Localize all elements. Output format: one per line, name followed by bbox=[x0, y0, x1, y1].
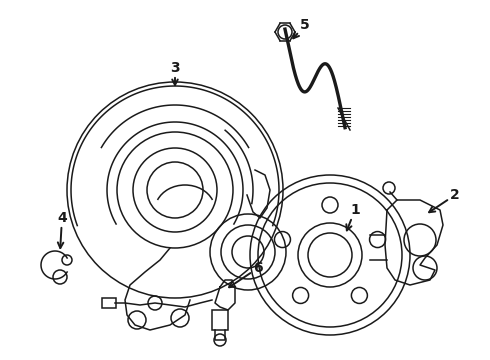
Text: 3: 3 bbox=[170, 61, 180, 85]
Text: 6: 6 bbox=[229, 261, 263, 287]
Text: 4: 4 bbox=[57, 211, 67, 248]
Bar bbox=[102, 298, 116, 308]
Text: 5: 5 bbox=[294, 18, 310, 38]
Text: 1: 1 bbox=[346, 203, 360, 230]
Text: 2: 2 bbox=[429, 188, 460, 212]
Bar bbox=[212, 310, 228, 330]
